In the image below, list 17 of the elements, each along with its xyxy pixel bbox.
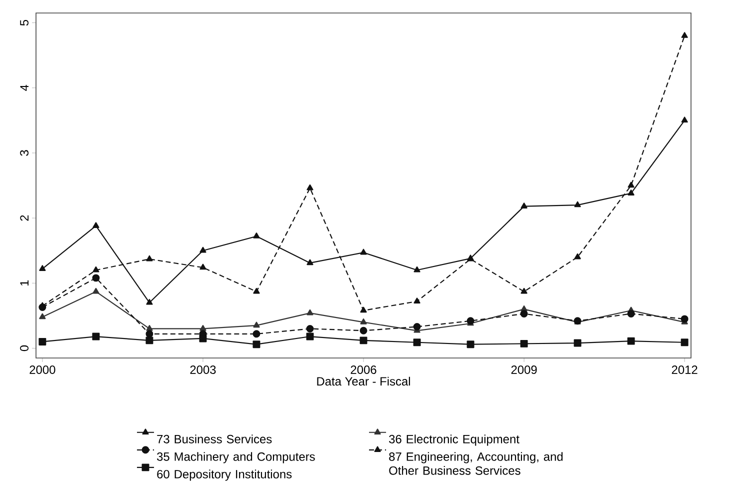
x-tick-label: 2012: [672, 366, 698, 374]
y-tick-label: 4: [20, 84, 28, 91]
x-tick-label: 2000: [30, 366, 56, 374]
legend-label: 60 Depository Institutions: [157, 470, 292, 481]
x-axis-title: Data Year - Fiscal: [317, 376, 410, 386]
y-tick-label: 1: [20, 280, 28, 286]
y-tick-label: 0: [20, 345, 28, 352]
legend-label: 73 Business Services: [157, 434, 272, 444]
x-tick-label: 2009: [511, 366, 537, 374]
y-tick-label: 2: [20, 215, 28, 221]
legend-label: 87 Engineering, Accounting, and Other Business Services: [389, 452, 563, 475]
y-tick-label: 3: [20, 150, 28, 156]
y-tick-label: 5: [20, 20, 28, 26]
legend-label: 36 Electronic Equipment: [389, 434, 520, 446]
x-tick-label: 2006: [350, 366, 376, 374]
legend-label: 35 Machinery and Computers: [156, 452, 315, 464]
x-tick-label: 2003: [190, 366, 216, 374]
